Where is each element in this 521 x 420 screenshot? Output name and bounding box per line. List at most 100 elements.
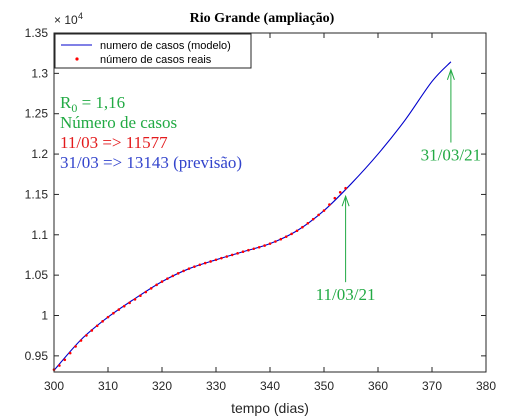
real-cases-text: 11/03 => 11577 (60, 133, 168, 152)
series-layer (52, 61, 452, 371)
series-real-point (225, 255, 229, 258)
series-real-point (333, 196, 337, 200)
series-real-point (247, 248, 250, 252)
series-real-point (171, 274, 175, 278)
y-exponent: × 10 4 (54, 11, 83, 27)
legend: numero de casos (modelo) número de casos… (54, 33, 252, 69)
series-real-point (144, 290, 148, 294)
series-real-point (322, 209, 326, 212)
r0-subscript: 0 (71, 101, 77, 115)
series-real-point (279, 237, 283, 241)
series-real-point (295, 229, 299, 233)
r0-value: = 1,16 (77, 93, 125, 112)
series-real-point (112, 311, 115, 315)
series-real-point (311, 217, 315, 221)
series-real-point (117, 308, 121, 311)
series-real-point (133, 298, 137, 301)
legend-swatch-real (75, 57, 79, 61)
x-tick-label: 380 (476, 379, 496, 393)
series-real-point (58, 364, 61, 367)
series-real-point (274, 240, 277, 243)
series-real-point (236, 252, 239, 255)
series-real-point (101, 320, 104, 323)
series-real-point (139, 294, 142, 298)
y-tick-label: 0.95 (25, 349, 49, 363)
series-real-point (74, 345, 77, 348)
series-real-point (68, 351, 72, 355)
annotation-label: 31/03/21 (421, 146, 481, 165)
series-real-point (241, 250, 245, 254)
series-model-line (53, 61, 452, 371)
series-real-point (220, 256, 223, 260)
y-tick-label: 1.35 (25, 26, 49, 40)
series-real-point (338, 190, 342, 194)
series-real-point (106, 315, 110, 319)
plot-area-border (53, 32, 487, 373)
series-real-point (182, 269, 185, 273)
axis-ticks: 300 310 320 330 340 350 360 370 380 0.95 1 1.05 1.1 1… (25, 26, 497, 393)
series-real-point (187, 267, 191, 270)
r0-prefix: R (60, 93, 72, 112)
series-real-point (155, 283, 158, 287)
series-real-point (317, 213, 320, 217)
series-real-point (230, 253, 234, 257)
series-real-point (193, 265, 196, 268)
series-real-point (85, 334, 88, 337)
x-tick-label: 330 (206, 379, 226, 393)
series-real-point (176, 272, 180, 275)
annotations: 11/03/21 31/03/21 (316, 68, 481, 304)
x-tick-label: 360 (368, 379, 388, 393)
series-real-point (263, 244, 266, 247)
series-real-point (328, 203, 331, 206)
series-real-point (301, 225, 304, 229)
legend-label-model: numero de casos (modelo) (100, 40, 231, 52)
series-real-point (209, 260, 212, 263)
series-real-point (203, 261, 207, 265)
series-real-point (128, 301, 131, 305)
annotation-arrow-head (446, 68, 455, 80)
series-real-point (122, 304, 126, 308)
x-tick-label: 350 (314, 379, 334, 393)
y-exponent-label: × 10 (54, 13, 78, 27)
annotation-arrow-head (341, 194, 350, 207)
series-real-point (63, 358, 67, 362)
series-real-point (290, 232, 293, 236)
series-real-point (214, 258, 218, 262)
series-real-point (166, 277, 169, 280)
x-tick-label: 320 (152, 379, 172, 393)
y-tick-label: 1 (41, 309, 48, 323)
y-tick-label: 1.3 (31, 66, 48, 80)
y-exponent-power: 4 (78, 11, 83, 21)
x-axis-label: tempo (dias) (231, 400, 309, 416)
info-box: R0 = 1,16 Número de casos 11/03 => 11577… (60, 93, 242, 172)
forecast-text: 31/03 => 13143 (previsão) (60, 153, 242, 172)
series-real-point (79, 339, 83, 342)
series-real-point (268, 242, 272, 245)
legend-box (54, 33, 252, 69)
series-real-point (344, 186, 347, 190)
x-tick-label: 340 (260, 379, 280, 393)
r0-text: R0 = 1,16 (60, 93, 125, 115)
chart-title: Rio Grande (ampliação) (190, 11, 335, 26)
annotation-label: 11/03/21 (316, 285, 376, 304)
y-tick-label: 1.05 (25, 268, 49, 282)
series-real-point (257, 245, 261, 249)
x-tick-label: 370 (422, 379, 442, 393)
y-tick-label: 1.1 (31, 228, 48, 242)
series-real-point (90, 329, 94, 332)
y-tick-label: 1.15 (25, 187, 49, 201)
series-real-point (160, 280, 164, 283)
legend-label-real: número de casos reais (100, 54, 212, 66)
series-real-point (306, 222, 310, 225)
series-real-point (252, 247, 256, 251)
x-tick-label: 300 (44, 379, 64, 393)
x-tick-label: 310 (98, 379, 118, 393)
series-real-point (149, 287, 153, 290)
series-real-point (198, 263, 202, 267)
series-real-point (95, 324, 99, 328)
y-tick-label: 1.2 (31, 147, 48, 161)
cases-heading: Número de casos (60, 113, 177, 132)
y-tick-label: 1.25 (25, 107, 49, 121)
series-real-point (284, 235, 288, 238)
